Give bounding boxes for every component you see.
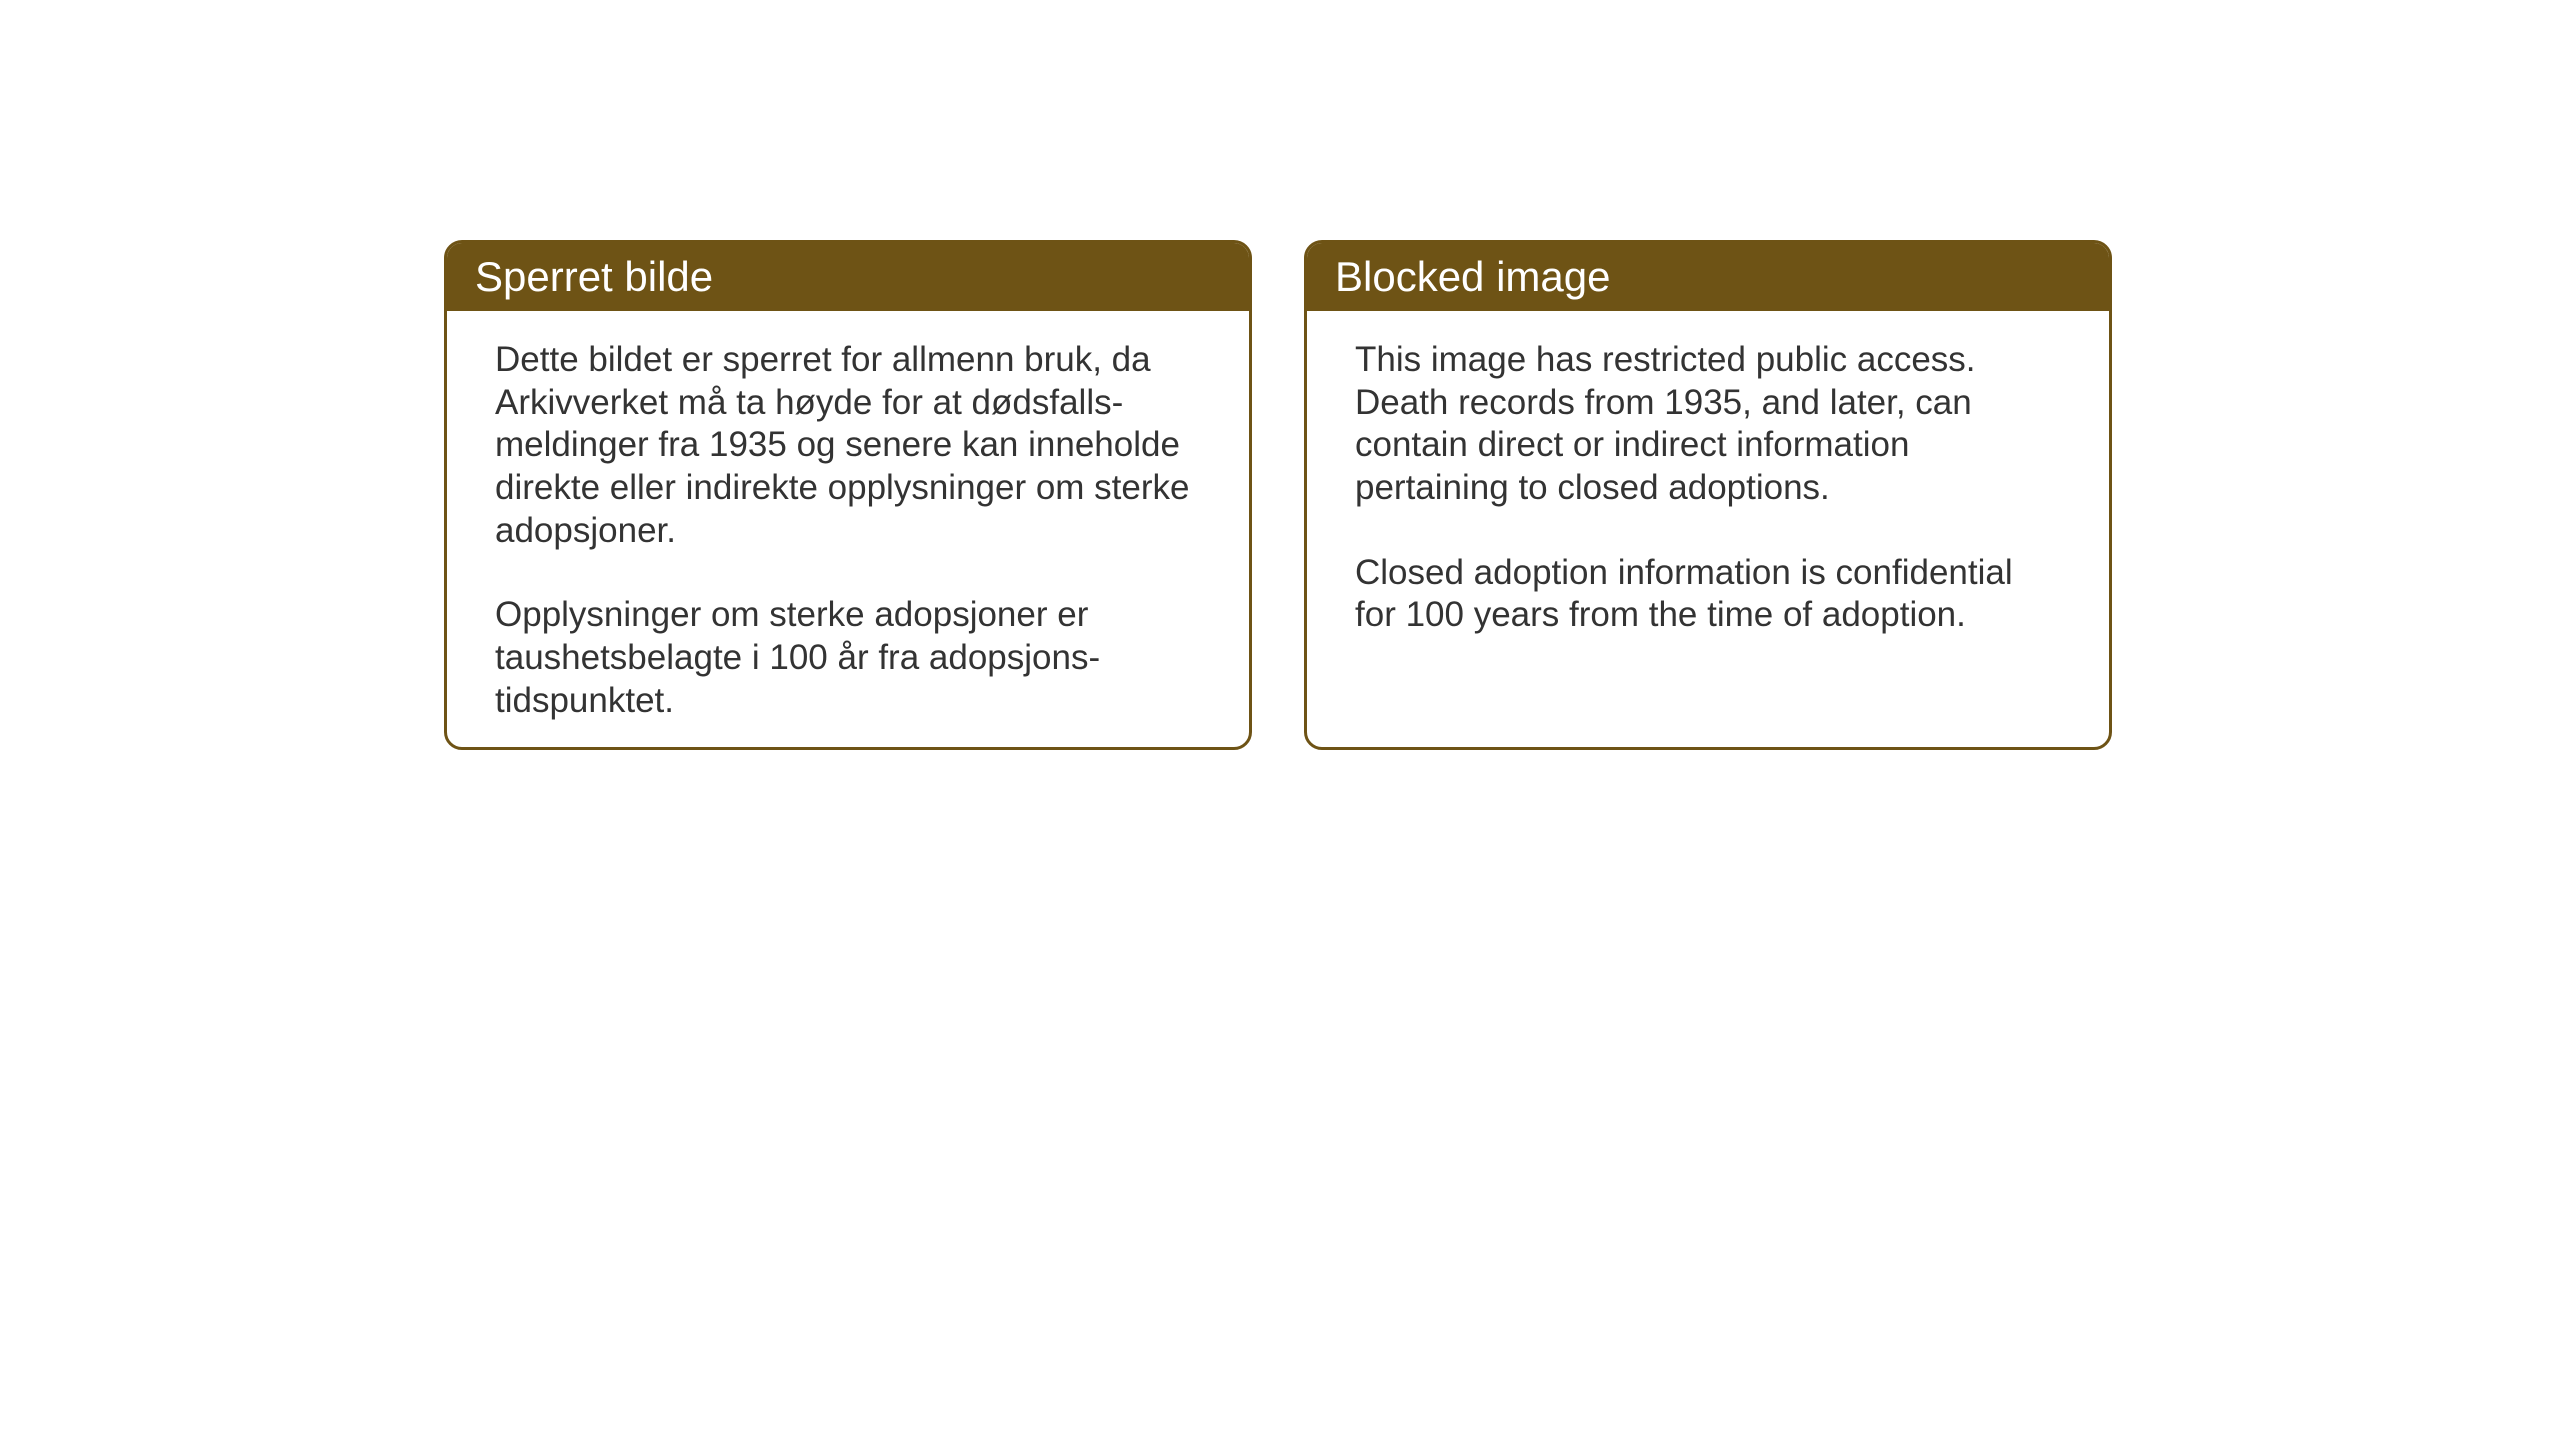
card-paragraph-2-norwegian: Opplysninger om sterke adopsjoner er tau… [495, 594, 1201, 722]
card-norwegian: Sperret bilde Dette bildet er sperret fo… [444, 240, 1252, 750]
card-paragraph-1-norwegian: Dette bildet er sperret for allmenn bruk… [495, 339, 1201, 552]
cards-container: Sperret bilde Dette bildet er sperret fo… [444, 240, 2112, 750]
card-paragraph-1-english: This image has restricted public access.… [1355, 339, 2061, 510]
card-title-english: Blocked image [1335, 253, 1610, 300]
card-header-norwegian: Sperret bilde [447, 243, 1249, 311]
card-title-norwegian: Sperret bilde [475, 253, 713, 300]
card-english: Blocked image This image has restricted … [1304, 240, 2112, 750]
card-paragraph-2-english: Closed adoption information is confident… [1355, 552, 2061, 637]
card-header-english: Blocked image [1307, 243, 2109, 311]
card-body-norwegian: Dette bildet er sperret for allmenn bruk… [447, 311, 1249, 750]
card-body-english: This image has restricted public access.… [1307, 311, 2109, 679]
